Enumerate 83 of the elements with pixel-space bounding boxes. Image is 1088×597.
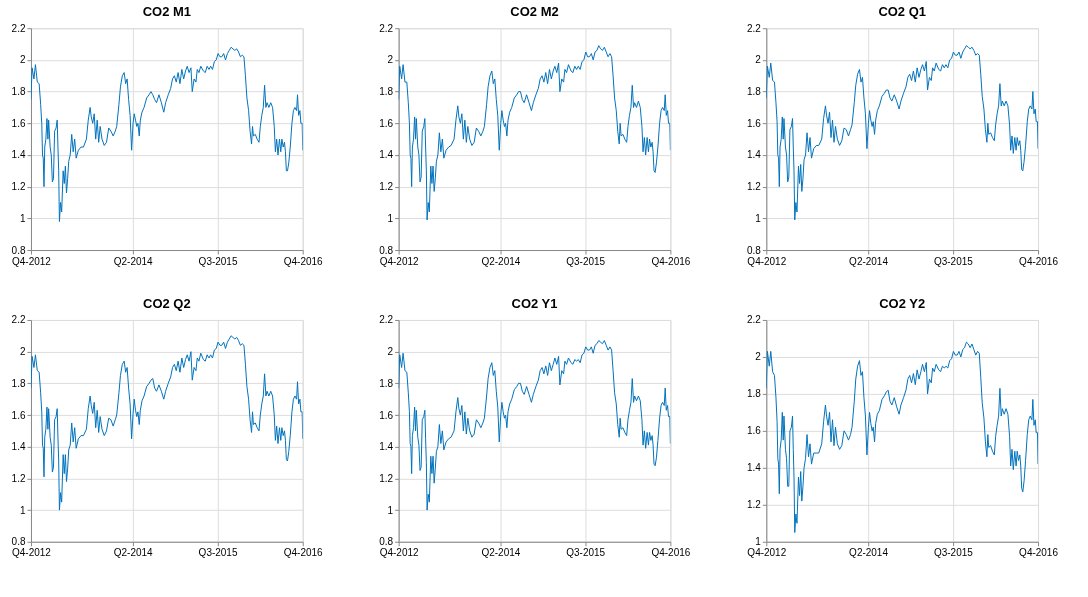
y-tick-label: 0.8 [379, 536, 394, 548]
x-tick-label: Q3-2015 [933, 255, 974, 267]
y-tick-label: 1.4 [11, 149, 26, 161]
y-tick-label: 1.8 [11, 377, 26, 389]
y-tick-label: 2.2 [11, 314, 26, 326]
x-tick-label: Q4-2016 [651, 255, 691, 267]
y-tick-label: 1 [387, 212, 394, 224]
y-tick-label: 1 [755, 536, 762, 548]
y-tick-label: 2 [387, 54, 394, 66]
x-tick-label: Q4-2016 [283, 547, 324, 559]
y-tick-label: 1.8 [379, 377, 394, 389]
chart-title: CO2 M2 [510, 4, 559, 20]
x-tick-label: Q4-2016 [1019, 547, 1059, 559]
chart-title: CO2 M1 [142, 4, 191, 20]
x-tick-label: Q4-2016 [283, 255, 324, 267]
chart-title: CO2 Y1 [511, 295, 558, 311]
y-tick-label: 1.6 [746, 117, 762, 129]
x-tick-label: Q4-2012 [12, 547, 52, 559]
chart-title: CO2 Q1 [878, 4, 926, 20]
y-tick-label: 1.4 [379, 149, 394, 161]
x-tick-label: Q2-2014 [849, 255, 889, 267]
x-tick-label: Q4-2012 [12, 255, 52, 267]
x-tick-label: Q4-2012 [747, 255, 787, 267]
y-tick-label: 1.8 [746, 388, 762, 400]
line-series [30, 46, 303, 223]
y-tick-label: 1.4 [746, 149, 762, 161]
y-tick-label: 1 [755, 212, 762, 224]
y-tick-label: 1 [19, 504, 26, 516]
y-tick-label: 1.8 [379, 86, 394, 98]
y-tick-label: 2.2 [379, 314, 394, 326]
y-tick-label: 1.6 [379, 409, 394, 421]
y-tick-label: 1.2 [11, 472, 26, 484]
y-tick-label: 2.2 [11, 22, 26, 34]
y-tick-label: 2.2 [379, 22, 394, 34]
y-tick-label: 2.2 [746, 314, 762, 326]
y-tick-label: 1.2 [379, 181, 394, 193]
line-series [398, 45, 671, 221]
y-tick-label: 1.4 [746, 462, 762, 474]
y-tick-label: 1.8 [746, 86, 762, 98]
x-tick-label: Q2-2014 [481, 255, 521, 267]
y-tick-label: 2 [19, 54, 26, 66]
x-tick-label: Q4-2016 [651, 547, 691, 559]
x-tick-label: Q2-2014 [113, 547, 154, 559]
x-tick-label: Q2-2014 [481, 547, 521, 559]
y-tick-label: 0.8 [379, 244, 394, 256]
x-tick-label: Q3-2015 [198, 255, 238, 267]
x-tick-label: Q2-2014 [849, 547, 889, 559]
y-tick-label: 1.2 [379, 472, 394, 484]
line-series [766, 45, 1039, 221]
y-tick-label: 1.2 [746, 499, 762, 511]
line-series [30, 335, 303, 511]
y-tick-label: 1.6 [11, 409, 26, 421]
y-tick-label: 1 [19, 212, 26, 224]
y-tick-label: 1.2 [746, 181, 762, 193]
y-tick-label: 1.6 [746, 425, 762, 437]
x-tick-label: Q3-2015 [933, 547, 974, 559]
y-tick-label: 1.2 [11, 181, 26, 193]
x-tick-label: Q4-2012 [379, 547, 420, 559]
chart-title: CO2 Q2 [143, 295, 191, 311]
y-tick-label: 2 [755, 54, 762, 66]
y-tick-label: 1.4 [11, 441, 26, 453]
x-tick-label: Q4-2016 [1019, 255, 1059, 267]
y-tick-label: 1.6 [379, 117, 394, 129]
line-series [398, 340, 671, 511]
x-tick-label: Q2-2014 [113, 255, 154, 267]
y-tick-label: 0.8 [746, 244, 762, 256]
y-tick-label: 0.8 [11, 244, 26, 256]
x-tick-label: Q4-2012 [747, 547, 787, 559]
y-tick-label: 1.8 [11, 86, 26, 98]
y-tick-label: 2 [387, 346, 394, 358]
y-tick-label: 1 [387, 504, 394, 516]
x-tick-label: Q4-2012 [379, 255, 420, 267]
y-tick-label: 0.8 [11, 536, 26, 548]
line-series [766, 341, 1039, 534]
x-tick-label: Q3-2015 [566, 255, 606, 267]
y-tick-label: 2 [755, 351, 762, 363]
y-tick-label: 1.6 [11, 117, 26, 129]
x-tick-label: Q3-2015 [566, 547, 606, 559]
y-tick-label: 1.4 [379, 441, 394, 453]
x-tick-label: Q3-2015 [198, 547, 238, 559]
y-tick-label: 2.2 [746, 22, 762, 34]
y-tick-label: 2 [19, 346, 26, 358]
chart-title: CO2 Y2 [879, 295, 926, 311]
